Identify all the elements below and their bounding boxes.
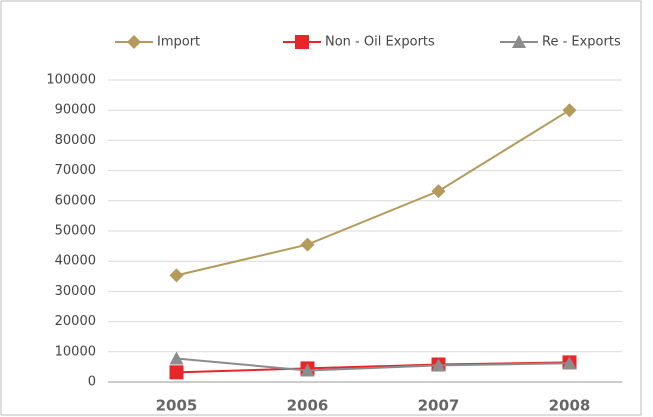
y-tick-label: 30000: [55, 284, 96, 299]
point-marker: [300, 237, 315, 252]
y-tick-label: 70000: [55, 163, 96, 178]
y-tick-label: 0: [88, 375, 96, 390]
legend-marker: [295, 35, 309, 49]
series-line: [176, 357, 570, 372]
y-tick-label: 10000: [55, 344, 96, 359]
y-tick-label: 60000: [55, 193, 96, 208]
y-tick-label: 90000: [55, 103, 96, 118]
y-tick-label: 100000: [46, 73, 96, 88]
point-marker: [431, 358, 446, 372]
y-tick-label: 80000: [55, 133, 96, 148]
y-tick-label: 40000: [55, 254, 96, 269]
x-tick-label: 2008: [549, 397, 591, 415]
legend-marker: [127, 35, 141, 49]
y-tick-label: 20000: [55, 314, 96, 329]
x-tick-label: 2007: [418, 397, 460, 415]
legend-label: Non - Oil Exports: [325, 35, 435, 50]
point-marker: [169, 268, 184, 283]
series-line: [176, 109, 571, 277]
point-marker: [562, 356, 577, 370]
legend-marker: [512, 35, 526, 48]
point-marker: [431, 184, 446, 199]
point-marker: [169, 351, 184, 365]
legend-label: Re - Exports: [542, 35, 621, 50]
point-marker: [300, 363, 315, 377]
y-tick-label: 50000: [55, 224, 96, 239]
x-tick-label: 2006: [287, 397, 329, 415]
point-marker: [562, 103, 577, 118]
legend-label: Import: [157, 35, 200, 50]
point-marker: [169, 365, 184, 380]
x-tick-label: 2005: [156, 397, 198, 415]
